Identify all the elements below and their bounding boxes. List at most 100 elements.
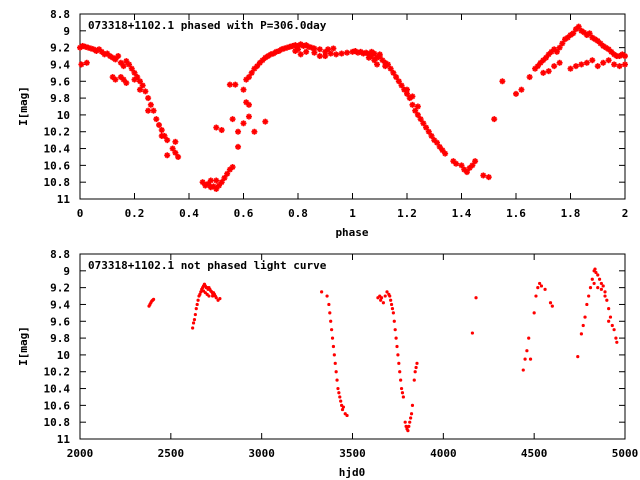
phased-data-point	[545, 68, 552, 75]
unphased-data-point	[587, 294, 591, 298]
phased-data-point	[123, 79, 130, 86]
unphased-x-tick-label: 3500	[339, 447, 366, 460]
unphased-y-tick-label: 10.6	[44, 399, 71, 412]
phased-y-tick-label: 9.2	[50, 42, 70, 55]
unphased-data-point	[412, 378, 416, 382]
phased-data-point	[622, 53, 628, 60]
unphased-data-point	[593, 267, 597, 271]
unphased-data-point	[389, 298, 393, 302]
unphased-data-point	[612, 328, 616, 332]
unphased-data-point	[341, 405, 346, 409]
unphased-chart-title: 073318+1102.1 not phased light curve	[88, 259, 327, 272]
unphased-data-point	[381, 301, 385, 305]
unphased-data-point	[599, 281, 603, 286]
unphased-data-point	[407, 424, 411, 428]
phased-data-point	[322, 53, 329, 60]
phased-data-point	[567, 65, 574, 72]
phased-data-point	[158, 127, 165, 134]
unphased-y-tick-label: 9.2	[50, 282, 70, 295]
phased-data-point	[169, 145, 176, 152]
unphased-x-tick-label: 4500	[521, 447, 548, 460]
unphased-data-point	[398, 370, 402, 374]
phased-data-point	[551, 63, 558, 70]
phased-data-point	[175, 153, 182, 160]
phased-data-point	[575, 23, 582, 30]
unphased-x-axis-label: hjd0	[339, 466, 366, 479]
unphased-data-point	[331, 344, 336, 349]
phased-data-point	[164, 137, 171, 144]
unphased-data-point	[391, 311, 395, 315]
unphased-data-point	[195, 302, 199, 307]
phased-data-point	[251, 128, 258, 135]
unphased-data-point	[521, 368, 525, 372]
unphased-tick-marks	[79, 253, 626, 440]
unphased-data-point	[608, 315, 613, 319]
phased-data-point	[393, 74, 400, 81]
unphased-data-point	[389, 302, 394, 307]
unphased-data-point	[581, 323, 585, 328]
unphased-y-tick-label: 9.8	[50, 332, 70, 345]
unphased-data-points	[147, 267, 619, 433]
unphased-x-tick-labels: 2000 2500 3000 3500 4000 4500 5000	[67, 447, 639, 460]
phased-y-tick-label: 10.4	[44, 143, 71, 156]
phased-data-point	[235, 143, 242, 150]
unphased-x-tick-label: 2000	[67, 447, 94, 460]
phased-data-point	[382, 63, 389, 70]
phased-data-point	[583, 59, 590, 66]
unphased-data-point	[607, 307, 611, 311]
unphased-data-point	[339, 399, 343, 403]
unphased-data-point	[396, 353, 400, 357]
phased-data-point	[600, 59, 607, 66]
phased-y-tick-label: 8.8	[50, 8, 70, 21]
phased-data-point	[120, 63, 127, 70]
phased-data-points	[77, 23, 628, 192]
unphased-data-point	[379, 296, 384, 300]
phased-data-point	[226, 81, 233, 88]
unphased-data-point	[191, 321, 196, 325]
phased-y-tick-label: 10.6	[44, 159, 71, 172]
phased-data-point	[145, 95, 152, 102]
unphased-data-point	[413, 370, 417, 374]
phased-y-tick-label: 10	[57, 109, 70, 122]
phased-x-tick-label: 1	[349, 207, 356, 220]
phased-data-point	[327, 50, 334, 57]
phased-data-point	[485, 174, 492, 181]
phased-data-point	[409, 93, 416, 100]
unphased-data-point	[379, 298, 383, 302]
unphased-y-axis-label: I[mag]	[17, 326, 30, 366]
phased-y-tick-label: 9.6	[50, 75, 70, 88]
unphased-data-point	[585, 302, 589, 307]
phased-data-point	[344, 49, 351, 56]
unphased-y-tick-label: 9.4	[50, 298, 70, 311]
phased-x-tick-label: 1.6	[506, 207, 526, 220]
phased-y-axis-label: I[mag]	[17, 86, 30, 126]
unphased-data-point	[590, 277, 594, 281]
unphased-data-point	[543, 287, 547, 291]
unphased-data-point	[214, 296, 218, 300]
unphased-data-point	[583, 315, 587, 319]
phased-data-point	[433, 139, 440, 146]
phased-data-point	[491, 116, 498, 123]
unphased-data-point	[400, 391, 405, 395]
phased-data-point	[368, 48, 375, 55]
phased-data-point	[616, 63, 623, 70]
phased-data-point	[213, 124, 220, 131]
unphased-data-point	[410, 403, 415, 407]
phased-data-point	[295, 46, 301, 53]
unphased-data-point	[199, 290, 203, 294]
unphased-data-point	[592, 281, 596, 286]
unphased-data-point	[383, 294, 387, 298]
phased-data-point	[586, 30, 593, 37]
unphased-data-point	[614, 336, 618, 340]
phased-y-tick-label: 10.2	[44, 126, 71, 139]
unphased-y-tick-label: 9.6	[50, 315, 70, 328]
unphased-data-point	[414, 365, 418, 370]
phased-data-point	[409, 101, 416, 108]
unphased-data-point	[532, 311, 536, 315]
unphased-data-point	[601, 284, 605, 288]
unphased-data-point	[194, 307, 198, 311]
unphased-data-point	[579, 332, 584, 336]
phased-data-point	[556, 59, 563, 66]
phased-data-point	[207, 177, 214, 184]
